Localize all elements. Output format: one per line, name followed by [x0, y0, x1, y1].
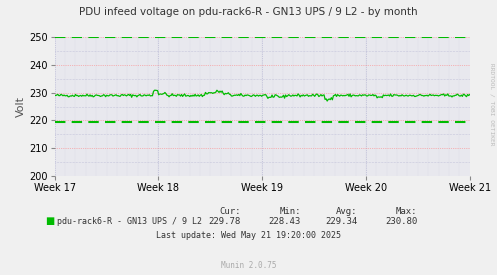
Text: 230.80: 230.80 [385, 217, 417, 226]
Text: Cur:: Cur: [220, 207, 241, 216]
Text: ■: ■ [45, 216, 54, 226]
Text: Min:: Min: [279, 207, 301, 216]
Text: pdu-rack6-R - GN13 UPS / 9 L2: pdu-rack6-R - GN13 UPS / 9 L2 [57, 217, 202, 226]
Text: Last update: Wed May 21 19:20:00 2025: Last update: Wed May 21 19:20:00 2025 [156, 231, 341, 240]
Text: Max:: Max: [396, 207, 417, 216]
Text: 229.34: 229.34 [326, 217, 358, 226]
Text: 228.43: 228.43 [268, 217, 301, 226]
Text: PDU infeed voltage on pdu-rack6-R - GN13 UPS / 9 L2 - by month: PDU infeed voltage on pdu-rack6-R - GN13… [79, 7, 418, 17]
Y-axis label: Volt: Volt [16, 96, 26, 117]
Text: Munin 2.0.75: Munin 2.0.75 [221, 260, 276, 270]
Text: 229.78: 229.78 [209, 217, 241, 226]
Text: RRDTOOL / TOBI OETIKER: RRDTOOL / TOBI OETIKER [490, 63, 495, 146]
Text: Avg:: Avg: [336, 207, 358, 216]
